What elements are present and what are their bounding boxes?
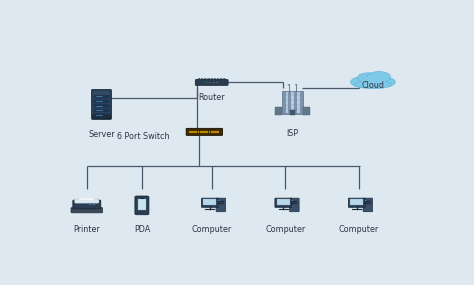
FancyBboxPatch shape — [218, 201, 224, 202]
FancyBboxPatch shape — [92, 115, 110, 119]
Circle shape — [288, 84, 290, 85]
FancyBboxPatch shape — [216, 198, 226, 212]
FancyBboxPatch shape — [93, 91, 110, 116]
FancyBboxPatch shape — [365, 201, 371, 202]
FancyBboxPatch shape — [140, 198, 144, 199]
Circle shape — [93, 204, 95, 205]
FancyBboxPatch shape — [285, 92, 288, 113]
Text: Computer: Computer — [265, 225, 305, 234]
FancyBboxPatch shape — [135, 196, 149, 215]
Circle shape — [90, 204, 91, 205]
FancyBboxPatch shape — [201, 198, 219, 207]
FancyBboxPatch shape — [218, 203, 224, 204]
Circle shape — [201, 79, 203, 80]
FancyBboxPatch shape — [292, 203, 297, 204]
FancyBboxPatch shape — [290, 111, 295, 115]
Circle shape — [204, 79, 207, 80]
Ellipse shape — [357, 74, 390, 87]
Text: PDA: PDA — [134, 225, 150, 234]
Circle shape — [365, 200, 366, 201]
FancyBboxPatch shape — [93, 104, 109, 108]
FancyBboxPatch shape — [283, 91, 302, 114]
FancyBboxPatch shape — [290, 198, 299, 212]
FancyBboxPatch shape — [195, 80, 228, 85]
Text: Cloud: Cloud — [362, 82, 385, 90]
Text: Printer: Printer — [73, 225, 100, 234]
Text: ISP: ISP — [286, 129, 299, 138]
Circle shape — [223, 79, 226, 80]
Ellipse shape — [367, 72, 391, 82]
FancyBboxPatch shape — [292, 201, 297, 202]
FancyBboxPatch shape — [297, 92, 300, 113]
Ellipse shape — [374, 77, 395, 87]
Circle shape — [208, 79, 210, 80]
FancyBboxPatch shape — [75, 199, 99, 203]
Text: 6 Port Switch: 6 Port Switch — [117, 132, 170, 141]
Circle shape — [295, 84, 297, 85]
FancyBboxPatch shape — [275, 107, 282, 115]
FancyBboxPatch shape — [303, 107, 310, 115]
Circle shape — [214, 79, 216, 80]
Text: Computer: Computer — [191, 225, 232, 234]
FancyBboxPatch shape — [93, 113, 109, 117]
FancyBboxPatch shape — [275, 198, 292, 207]
Circle shape — [213, 82, 214, 83]
Text: Router: Router — [199, 93, 225, 102]
FancyBboxPatch shape — [93, 109, 109, 112]
FancyBboxPatch shape — [138, 199, 146, 210]
FancyBboxPatch shape — [277, 199, 290, 205]
FancyBboxPatch shape — [203, 199, 216, 205]
Circle shape — [209, 82, 210, 83]
Ellipse shape — [361, 77, 385, 87]
FancyBboxPatch shape — [71, 207, 102, 213]
Circle shape — [198, 79, 200, 80]
Circle shape — [217, 82, 218, 83]
FancyBboxPatch shape — [79, 198, 94, 201]
Ellipse shape — [351, 77, 374, 87]
FancyBboxPatch shape — [348, 198, 365, 207]
Circle shape — [140, 211, 143, 213]
FancyBboxPatch shape — [186, 128, 222, 135]
FancyBboxPatch shape — [91, 89, 111, 119]
Circle shape — [292, 200, 293, 201]
Ellipse shape — [355, 81, 392, 89]
FancyBboxPatch shape — [93, 95, 109, 99]
FancyBboxPatch shape — [365, 203, 371, 204]
FancyBboxPatch shape — [363, 198, 373, 212]
FancyBboxPatch shape — [350, 199, 363, 205]
Ellipse shape — [357, 73, 378, 82]
FancyBboxPatch shape — [73, 200, 101, 209]
Circle shape — [217, 79, 219, 80]
Text: Server: Server — [88, 130, 115, 139]
Circle shape — [205, 82, 207, 83]
FancyBboxPatch shape — [292, 92, 294, 113]
FancyBboxPatch shape — [93, 99, 109, 103]
Circle shape — [218, 200, 219, 201]
Circle shape — [220, 79, 222, 80]
Circle shape — [210, 79, 213, 80]
Text: Computer: Computer — [338, 225, 379, 234]
